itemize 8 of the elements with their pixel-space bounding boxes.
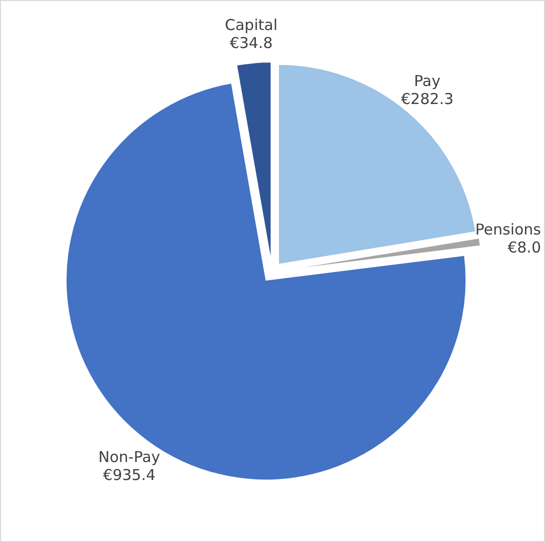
data-label: €282.3 [401, 90, 454, 108]
slice-label: Pensions [475, 220, 542, 239]
data-label: €935.4 [103, 466, 156, 484]
data-label: €8.0 [508, 238, 541, 257]
slice-label: Pay [414, 72, 441, 90]
data-label: €34.8 [230, 34, 273, 52]
slice-label: Non-Pay [98, 448, 160, 466]
slice-label: Capital [224, 16, 278, 34]
